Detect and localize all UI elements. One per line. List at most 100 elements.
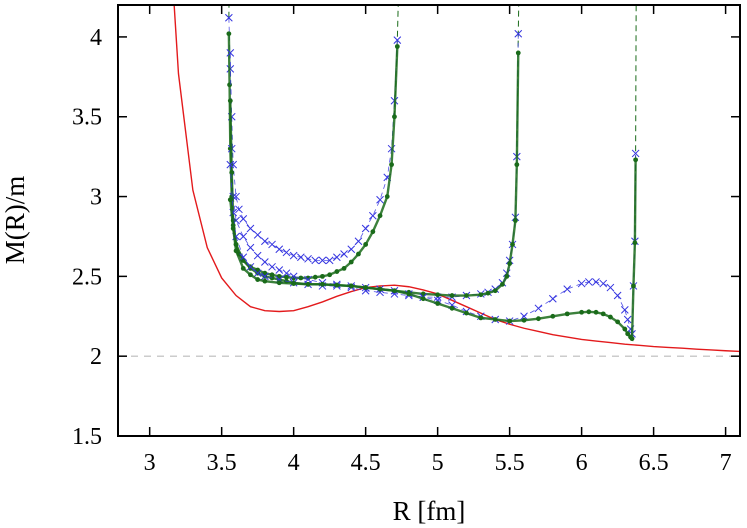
data-point [632, 240, 638, 246]
data-point [629, 336, 635, 342]
series-path [229, 52, 520, 297]
data-point [592, 278, 600, 286]
data-point-stroke [347, 245, 356, 254]
series-path [229, 153, 637, 334]
data-point [318, 256, 327, 265]
data-point-stroke [318, 256, 327, 265]
series-line [173, 5, 740, 353]
data-point [240, 258, 246, 263]
data-point [500, 281, 505, 287]
data-point [368, 211, 377, 220]
data-point-stroke [261, 272, 269, 281]
data-point [510, 242, 515, 247]
data-point [227, 197, 233, 203]
data-point [305, 281, 311, 287]
data-point [406, 291, 412, 297]
data-point [311, 256, 320, 265]
data-point [291, 281, 297, 286]
data-point [246, 262, 255, 271]
data-point [340, 250, 348, 258]
data-point [370, 229, 376, 235]
data-point [625, 331, 631, 337]
data-point-stroke [368, 211, 377, 220]
data-point-stroke [261, 258, 269, 266]
data-point [240, 265, 246, 271]
data-point-stroke [354, 237, 363, 246]
data-point [334, 269, 340, 274]
data-point [327, 272, 333, 278]
data-point [435, 301, 441, 306]
data-point [622, 326, 628, 332]
data-point-stroke [261, 237, 269, 246]
y-tick-label: 1.5 [72, 424, 102, 450]
data-point [226, 31, 232, 37]
data-point-stroke [599, 279, 608, 288]
data-point [615, 319, 621, 325]
data-point [514, 162, 520, 168]
data-point-stroke [226, 160, 235, 169]
data-point [261, 258, 269, 266]
data-point-stroke [253, 231, 262, 239]
data-point [227, 82, 232, 88]
data-point [377, 213, 383, 219]
data-point-stroke [592, 278, 600, 286]
data-point [485, 290, 491, 296]
data-point-stroke [332, 253, 341, 262]
data-point-stroke [613, 291, 622, 300]
data-point [255, 277, 261, 282]
data-point [233, 248, 239, 254]
data-point [449, 305, 455, 311]
data-point [304, 254, 312, 263]
data-point [325, 256, 334, 265]
data-point [599, 279, 608, 288]
y-tick-label: 4 [90, 25, 102, 51]
data-point [393, 36, 402, 44]
series-path [229, 33, 519, 298]
data-point [253, 251, 262, 260]
data-point [334, 282, 340, 288]
y-tick-label: 2 [90, 344, 102, 370]
data-point [449, 293, 455, 298]
data-point [584, 278, 593, 286]
data-point [492, 317, 498, 322]
data-point-stroke [253, 269, 262, 278]
data-point [275, 245, 284, 254]
data-point-stroke [297, 253, 305, 262]
data-point [332, 253, 341, 262]
data-point [564, 311, 570, 317]
data-point-stroke [514, 29, 523, 38]
data-point [435, 292, 441, 298]
data-point-stroke [325, 256, 334, 265]
data-point [230, 226, 236, 231]
data-point [282, 248, 291, 257]
data-point-stroke [268, 262, 276, 271]
y-tick-label: 3 [90, 185, 102, 211]
x-tick-label: 6.5 [639, 450, 669, 476]
x-axis-title: R [fm] [393, 496, 466, 526]
data-point [620, 306, 629, 314]
data-point [312, 274, 318, 280]
x-tick-label: 4.5 [351, 450, 381, 476]
data-point [268, 262, 276, 271]
data-point-stroke [361, 224, 370, 233]
data-point-stroke [225, 13, 233, 22]
data-point [394, 44, 400, 49]
data-point-stroke [623, 315, 632, 324]
data-point [298, 275, 304, 281]
data-point-stroke [376, 195, 384, 204]
data-point [392, 114, 397, 120]
x-tick-label: 4 [288, 450, 300, 476]
data-point-stroke [289, 272, 298, 281]
data-point [464, 310, 469, 316]
data-point [420, 296, 426, 302]
data-point [586, 309, 592, 315]
data-point [227, 98, 233, 104]
data-point-stroke [311, 256, 320, 265]
y-axis-title: M(R)/m [0, 176, 30, 265]
data-point [262, 278, 268, 284]
data-point-stroke [620, 306, 629, 314]
data-point-stroke [548, 294, 557, 303]
data-point [550, 313, 556, 319]
data-point [384, 194, 390, 199]
data-point [284, 274, 289, 280]
